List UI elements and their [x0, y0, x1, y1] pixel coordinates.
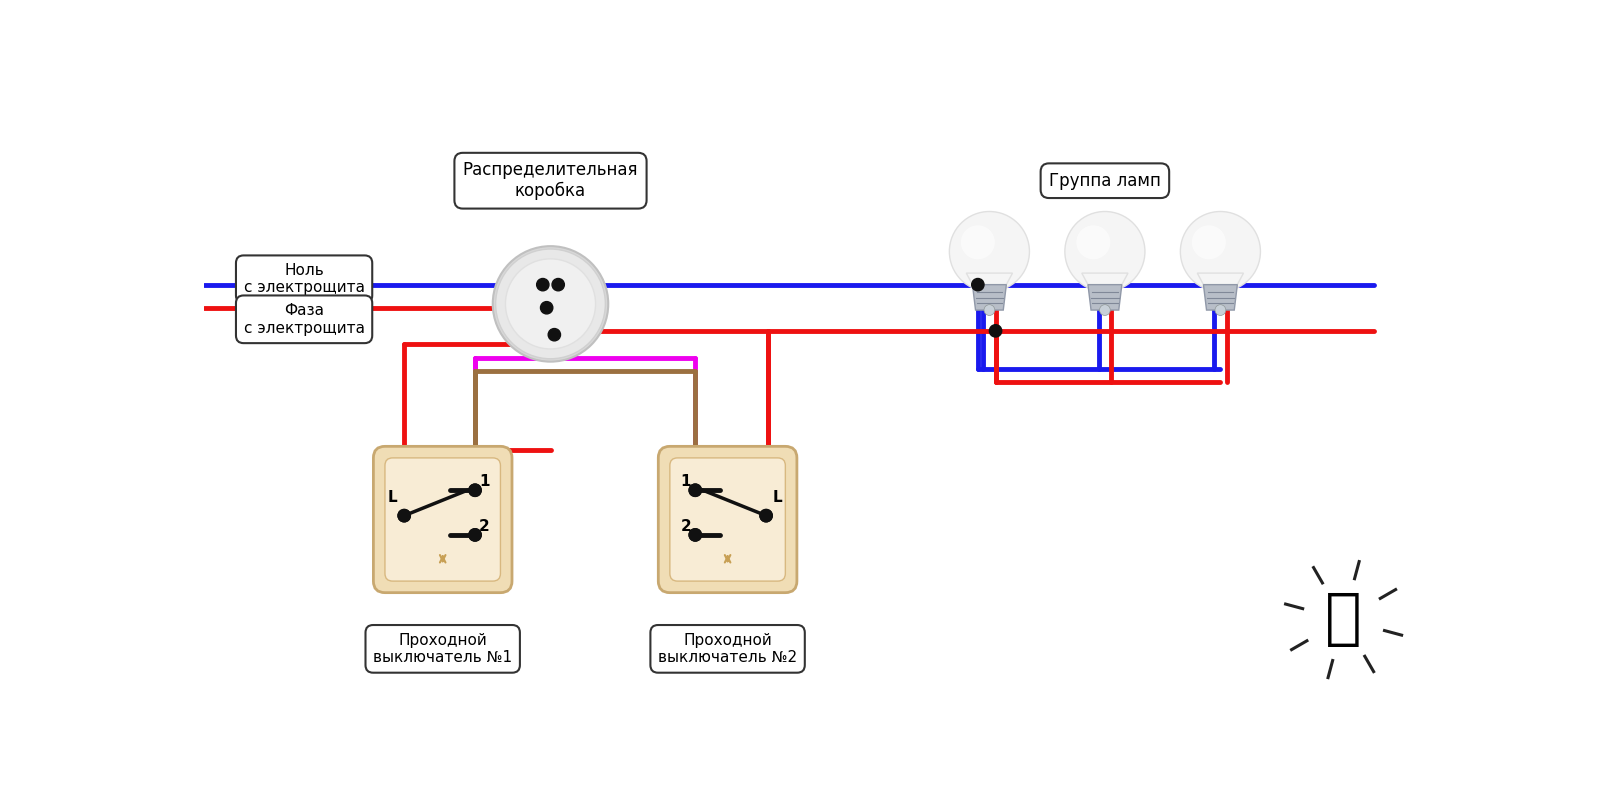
Circle shape [690, 529, 701, 541]
Text: 2: 2 [680, 519, 691, 534]
Circle shape [1077, 226, 1110, 259]
Polygon shape [1082, 273, 1128, 285]
Text: L: L [773, 490, 782, 505]
FancyBboxPatch shape [373, 446, 512, 593]
Text: 2: 2 [478, 519, 490, 534]
Polygon shape [1197, 273, 1243, 285]
Circle shape [760, 510, 773, 522]
Circle shape [971, 278, 984, 291]
Text: 1: 1 [680, 474, 691, 490]
Polygon shape [973, 285, 1006, 310]
Circle shape [984, 305, 995, 315]
Circle shape [496, 249, 605, 358]
Text: Фаза
с электрощита: Фаза с электрощита [243, 303, 365, 335]
Text: Распределительная
коробка: Распределительная коробка [462, 161, 638, 200]
Circle shape [690, 484, 701, 496]
Circle shape [949, 211, 1029, 291]
Text: Группа ламп: Группа ламп [1050, 172, 1162, 190]
Text: Проходной
выключатель №2: Проходной выключатель №2 [658, 633, 797, 665]
Circle shape [398, 510, 410, 522]
Polygon shape [1088, 285, 1122, 310]
Circle shape [989, 325, 1002, 337]
Circle shape [1214, 305, 1226, 315]
Circle shape [541, 302, 554, 314]
Circle shape [552, 278, 565, 291]
Text: L: L [387, 490, 397, 505]
Circle shape [549, 329, 560, 341]
Polygon shape [1203, 285, 1237, 310]
Circle shape [469, 529, 482, 541]
Circle shape [690, 529, 701, 541]
Circle shape [398, 510, 410, 522]
Circle shape [962, 226, 995, 259]
Circle shape [469, 529, 482, 541]
Text: Проходной
выключатель №1: Проходной выключатель №1 [373, 633, 512, 665]
Circle shape [536, 278, 549, 291]
Circle shape [469, 484, 482, 496]
Circle shape [1192, 226, 1226, 259]
FancyBboxPatch shape [670, 458, 786, 581]
Polygon shape [966, 273, 1013, 285]
Circle shape [690, 484, 701, 496]
FancyBboxPatch shape [386, 458, 501, 581]
Circle shape [1099, 305, 1110, 315]
Text: 🤌: 🤌 [1325, 590, 1362, 649]
FancyBboxPatch shape [658, 446, 797, 593]
Circle shape [1181, 211, 1261, 291]
Circle shape [1066, 211, 1146, 291]
Circle shape [760, 510, 773, 522]
Circle shape [493, 246, 608, 362]
Text: Ноль
с электрощита: Ноль с электрощита [243, 263, 365, 295]
Text: 1: 1 [478, 474, 490, 490]
Circle shape [469, 484, 482, 496]
Circle shape [506, 259, 595, 349]
